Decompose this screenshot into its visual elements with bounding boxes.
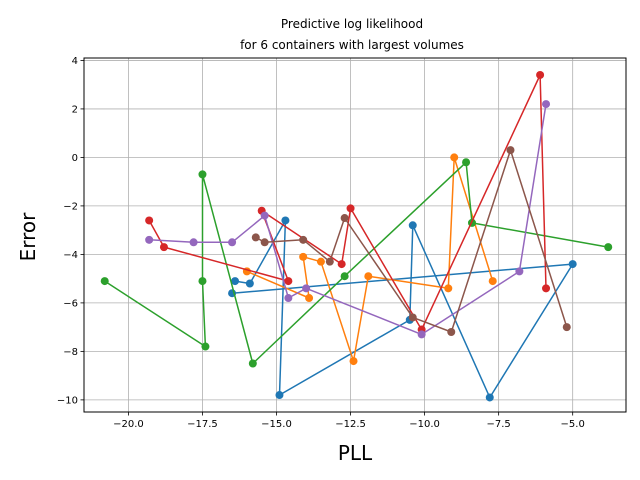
series-5-point [228,238,237,247]
series-4 [145,70,551,334]
series-3-point [100,277,109,286]
series-5-point [284,294,293,303]
y-tick-label: 0 [72,153,78,164]
y-axis-label: Error [16,212,40,262]
series-4-point [337,260,346,269]
y-tick-label: 4 [72,56,78,67]
series-lines [100,70,613,402]
y-tick-label: −2 [63,201,78,212]
series-3-point [248,359,257,368]
series-2-point [349,357,358,366]
series-5-point [417,330,426,339]
y-tick-label: −10 [57,395,78,406]
series-1-point [281,216,290,225]
series-1-point [485,393,494,402]
series-3-point [198,277,207,286]
series-4-point [346,204,355,213]
y-tick-label: 2 [72,104,78,115]
grid-lines [84,58,626,412]
x-tick-label: −15.0 [261,419,292,430]
series-4-point [542,284,551,293]
x-tick-label: −20.0 [113,419,144,430]
series-2-point [364,272,373,281]
series-6-point [340,214,349,223]
series-5-point [260,211,269,220]
series-5-point [542,100,551,109]
series-3-point [462,158,471,167]
series-6-point [251,233,260,242]
series-6 [251,146,571,336]
chart-title-line-1: Predictive log likelihood [281,17,423,31]
series-3-point [340,272,349,281]
series-2-point [488,277,497,286]
series-6-point [299,235,308,244]
x-axis-label: PLL [338,441,373,465]
series-1-point [245,279,254,288]
series-4-line [148,74,547,331]
series-4-point [284,277,293,286]
x-tick-label: −12.5 [335,419,366,430]
series-1-point [231,277,240,286]
series-1-point [275,391,284,400]
series-5 [145,100,551,339]
series-2 [242,153,497,366]
series-6-point [260,238,269,247]
chart-title-line-2: for 6 containers with largest volumes [240,38,464,52]
series-2-point [316,257,325,266]
series-2-point [450,153,459,162]
series-2-point [305,294,314,303]
plot-frame [83,57,627,413]
series-2-point [299,252,308,261]
series-2-point [444,284,453,293]
series-1-point [408,221,417,230]
series-5-point [189,238,198,247]
series-4-point [145,216,154,225]
series-6-point [506,146,515,155]
series-6-point [408,313,417,322]
series-5-point [145,235,154,244]
series-3-point [201,342,210,351]
x-tick-label: −7.5 [486,419,510,430]
series-4-point [159,243,168,252]
series-1-point [568,260,577,269]
series-5-point [515,267,524,276]
y-tick-label: −8 [63,347,78,358]
axis-ticks: −20.0 −17.5 −15.0 −12.5 −10.0 −7.5 −5.0 −10 −8 −6… [57,56,585,430]
x-tick-label: −10.0 [409,419,440,430]
series-3-point [604,243,613,252]
series-4-point [536,70,545,79]
series-3 [100,158,613,368]
series-6-point [447,327,456,336]
x-tick-label: −17.5 [187,419,218,430]
y-tick-label: −4 [63,250,78,261]
series-5-point [302,284,311,293]
series-1-line [232,219,574,399]
series-3-point [198,170,207,179]
y-tick-label: −6 [63,298,78,309]
x-tick-label: −5.0 [561,419,585,430]
series-6-point [325,257,334,266]
series-6-point [562,323,571,332]
